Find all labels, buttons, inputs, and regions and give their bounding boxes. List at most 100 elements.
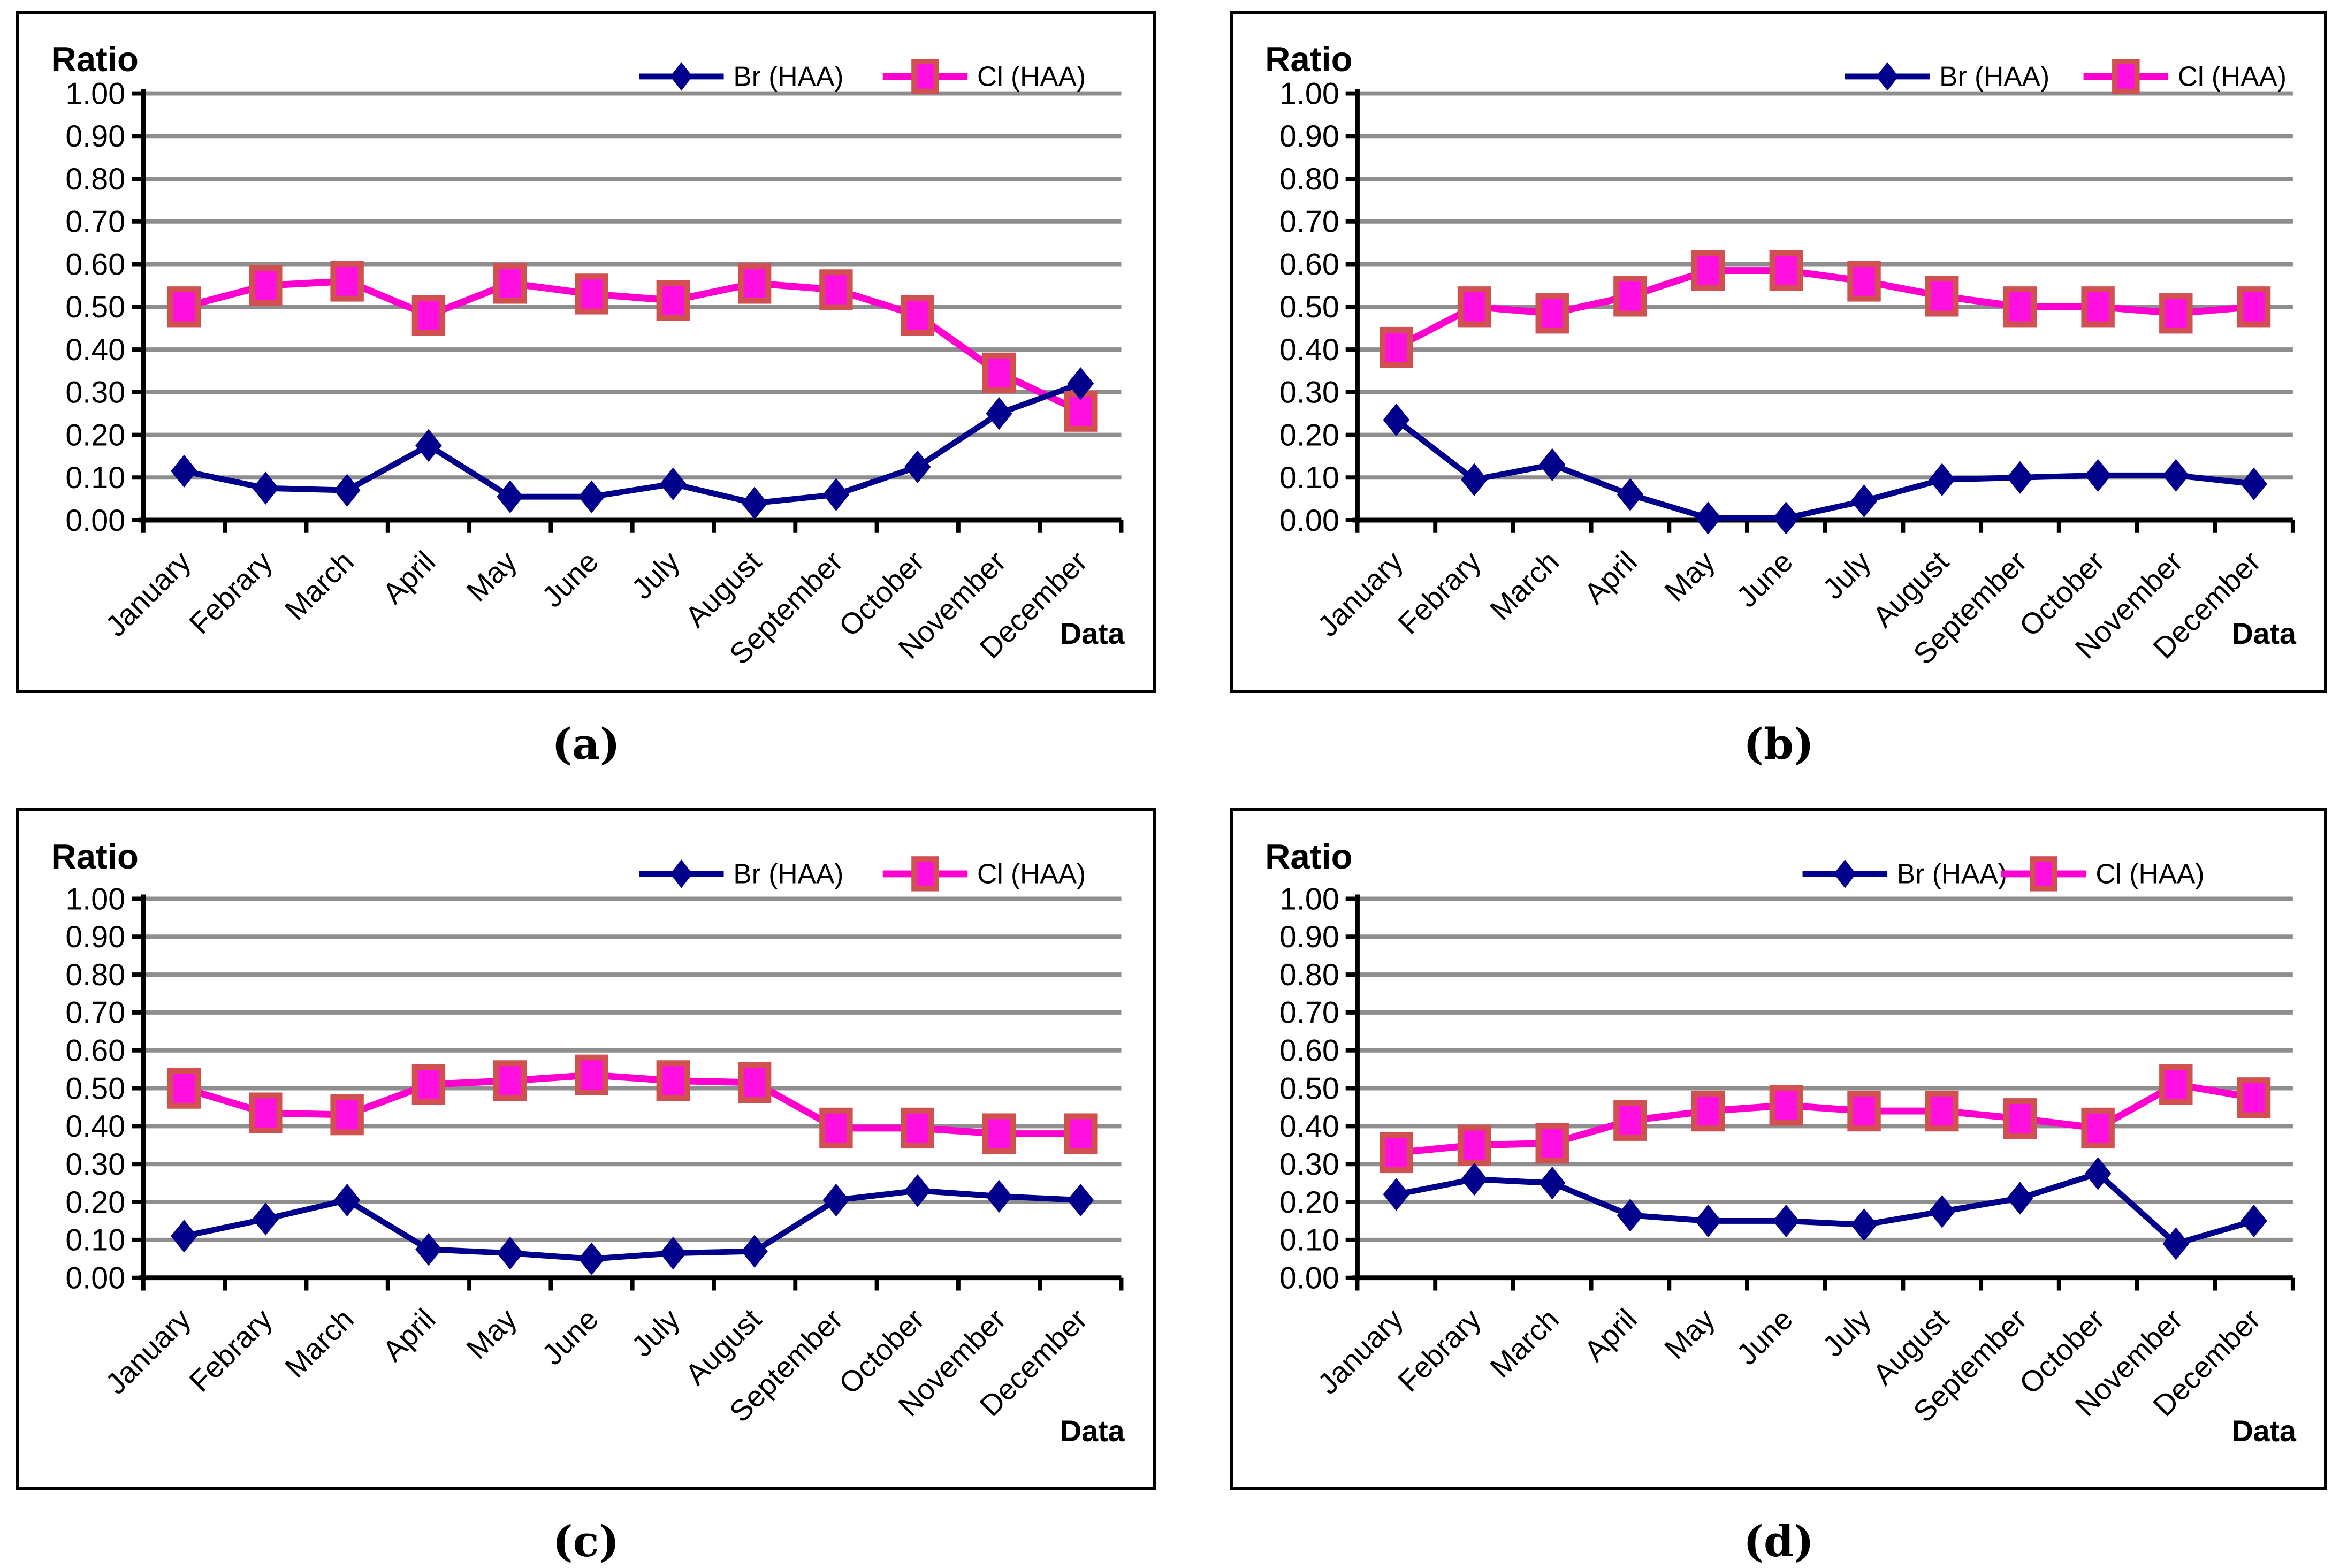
br-haa-line (1396, 1170, 2255, 1247)
cl-haa-marker (901, 295, 934, 336)
month-label: April (1577, 545, 1643, 610)
cl-haa-marker (737, 1062, 772, 1103)
y-axis-title: Ratio (1265, 40, 1352, 79)
y-tick-label: 0.90 (1279, 920, 1339, 954)
cl-haa-marker (2237, 1077, 2271, 1118)
month-label: July (626, 1302, 687, 1363)
chart-box-d: 0.00 0.10 0.20 0.30 0.40 0.50 0.60 0.70 0.80 0.90… (1230, 808, 2327, 1490)
legend-cl-marker-icon (2030, 856, 2058, 892)
y-tick-label: 0.70 (1279, 996, 1339, 1030)
br-haa-marker (1067, 1183, 1094, 1217)
legend-br-marker-icon (670, 62, 693, 91)
cl-haa-marker (1064, 1113, 1098, 1154)
legend-br-marker-icon (670, 859, 693, 888)
cl-haa-marker (167, 1068, 201, 1109)
cl-haa-line (1394, 267, 2254, 351)
cl-haa-marker (1380, 1132, 1413, 1174)
caption-d: (d) (1743, 1516, 1814, 1566)
y-tick-label: 0.50 (65, 290, 125, 324)
legend-cl-label: Cl (HAA) (977, 61, 1086, 92)
month-label: July (626, 545, 687, 606)
y-tick-label: 0.70 (1279, 205, 1339, 239)
month-label: March (1483, 545, 1565, 627)
x-axis-title: Data (1060, 1414, 1125, 1448)
y-tick-label: 0.90 (1279, 119, 1339, 154)
br-haa-marker (904, 450, 931, 484)
y-tick-label: 0.50 (1279, 290, 1339, 324)
br-haa-marker (1929, 463, 1955, 496)
cl-haa-marker (1613, 276, 1647, 317)
y-tick-label: 0.30 (1279, 376, 1339, 410)
month-label: January (99, 1302, 197, 1400)
br-haa-marker (986, 1179, 1012, 1213)
br-haa-marker (252, 471, 279, 505)
cl-haa-marker (1380, 326, 1413, 368)
cl-haa-marker (411, 295, 446, 336)
y-tick-label: 0.00 (65, 504, 125, 538)
br-haa-line (183, 380, 1082, 506)
cl-haa-marker (1535, 293, 1569, 334)
br-haa-marker (2162, 459, 2190, 492)
br-haa-marker (1617, 478, 1644, 511)
month-label: Febrary (183, 1302, 279, 1398)
y-tick-label: 0.30 (65, 1147, 125, 1182)
y-tick-label: 0.90 (65, 119, 125, 154)
cl-haa-marker (2003, 286, 2037, 328)
y-tick-label: 1.00 (1279, 77, 1339, 111)
y-tick-label: 0.50 (1279, 1071, 1339, 1106)
month-label: May (460, 545, 523, 608)
br-haa-marker (2007, 461, 2033, 494)
month-label: June (536, 1303, 605, 1372)
y-tick-label: 0.60 (65, 247, 125, 281)
br-haa-line (183, 1188, 1081, 1262)
br-haa-marker (1773, 501, 1800, 535)
cl-haa-marker (982, 352, 1016, 394)
cl-haa-marker (249, 265, 283, 306)
cl-haa-marker (2159, 1064, 2193, 1105)
cl-haa-marker (819, 269, 853, 310)
month-label: April (376, 1303, 441, 1368)
br-haa-marker (2240, 467, 2267, 500)
month-label: Febrary (1391, 1302, 1487, 1398)
y-tick-label: 0.40 (1279, 1109, 1339, 1144)
x-axis-title: Data (2232, 1414, 2297, 1448)
y-tick-label: 0.80 (65, 162, 125, 196)
y-tick-label: 0.00 (1279, 504, 1339, 538)
month-label: April (1577, 1303, 1643, 1368)
cl-haa-marker (330, 261, 364, 302)
caption-a: (a) (552, 719, 620, 769)
y-axis-title: Ratio (51, 40, 138, 79)
cl-haa-marker (1769, 250, 1803, 291)
month-label: March (278, 545, 360, 627)
x-axis-title: Data (2232, 617, 2297, 650)
chart-panel-d: 0.00 0.10 0.20 0.30 0.40 0.50 0.60 0.70 0.80 0.90… (1166, 784, 2332, 1568)
caption-b: (b) (1743, 719, 1814, 769)
br-haa-marker (497, 480, 523, 513)
cl-haa-marker (656, 280, 690, 321)
month-label: January (1311, 1302, 1409, 1400)
y-tick-label: 0.80 (65, 958, 125, 992)
chart-a: 0.00 0.10 0.20 0.30 0.40 0.50 0.60 0.70 0.80 0.90… (51, 40, 1125, 671)
cl-haa-marker (575, 273, 608, 315)
y-tick-label: 0.30 (65, 376, 125, 410)
month-label: May (1658, 1302, 1721, 1365)
month-label: June (536, 545, 605, 614)
y-axis-title: Ratio (1265, 837, 1352, 876)
y-tick-label: 0.20 (1279, 418, 1339, 452)
br-haa-marker (1383, 403, 1410, 437)
legend-br-label: Br (HAA) (1939, 61, 2049, 92)
cl-haa-marker (493, 263, 527, 304)
y-tick-label: 0.60 (1279, 1034, 1339, 1068)
month-label: May (1658, 545, 1721, 608)
y-tick-label: 0.40 (1279, 333, 1339, 367)
y-tick-label: 0.10 (65, 1223, 125, 1258)
y-tick-label: 0.10 (65, 461, 125, 495)
br-haa-marker (1617, 1199, 1644, 1232)
chart-box-b: 0.00 0.10 0.20 0.30 0.40 0.50 0.60 0.70 0.80 0.90… (1230, 11, 2327, 693)
cl-haa-marker (901, 1107, 934, 1149)
chart-b: 0.00 0.10 0.20 0.30 0.40 0.50 0.60 0.70 0.80 0.90… (1265, 40, 2297, 671)
br-haa-marker (904, 1174, 931, 1207)
br-haa-marker (660, 467, 687, 500)
cl-haa-line (1396, 1080, 2255, 1156)
